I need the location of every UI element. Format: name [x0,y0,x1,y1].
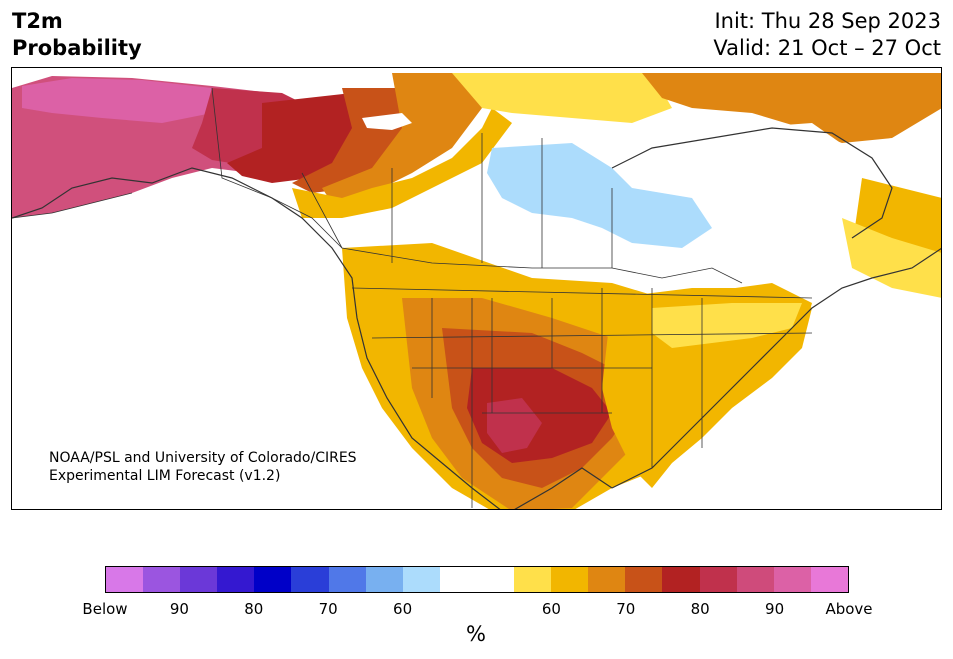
colorbar-segment [514,567,552,592]
colorbar-segment [254,567,292,592]
init-date: Init: Thu 28 Sep 2023 [714,9,941,33]
colorbar-segment [699,567,737,592]
colorbar-segment [551,567,589,592]
colorbar [105,566,849,593]
colorbar-tick-label: 90 [169,600,189,618]
colorbar-segment [773,567,811,592]
colorbar-unit: % [466,622,486,646]
colorbar-segment [810,567,848,592]
colorbar-tick-label: 70 [616,600,636,618]
colorbar-segment [143,567,181,592]
map-title: T2m Probability [12,8,142,62]
colorbar-tick-label: 70 [318,600,338,618]
colorbar-tick-label: Below [82,600,128,618]
colorbar-tick-label: 60 [393,600,413,618]
coastlines [12,127,941,509]
valid-range: Valid: 21 Oct – 27 Oct [713,36,941,60]
title-variable: T2m [12,9,63,33]
colorbar-segment [291,567,329,592]
colorbar-segment [439,567,477,592]
state-borders [12,87,813,508]
forecast-map [11,67,942,510]
colorbar-segment [217,567,255,592]
colorbar-tick-label: 80 [244,600,264,618]
colorbar-segment [180,567,218,592]
alaska-top-region [22,78,212,123]
canada-below-region [487,143,712,248]
map-svg [12,68,941,509]
colorbar-segment [625,567,663,592]
forecast-dates: Init: Thu 28 Sep 2023 Valid: 21 Oct – 27… [713,8,941,62]
colorbar-tick-label: Above [825,600,873,618]
title-kind: Probability [12,36,142,60]
credit-line-1: NOAA/PSL and University of Colorado/CIRE… [49,450,357,466]
colorbar-segment [106,567,144,592]
colorbar-tick-label: 80 [690,600,710,618]
colorbar-segment [328,567,366,592]
credit-line-2: Experimental LIM Forecast (v1.2) [49,468,281,484]
credit-text: NOAA/PSL and University of Colorado/CIRE… [49,449,357,485]
colorbar-tick-label: 90 [765,600,785,618]
colorbar-tick-label: 60 [541,600,561,618]
colorbar-segment [662,567,700,592]
colorbar-segment [588,567,626,592]
colorbar-segment [402,567,440,592]
colorbar-segment [476,567,515,592]
colorbar-segment [736,567,774,592]
colorbar-segment [365,567,403,592]
